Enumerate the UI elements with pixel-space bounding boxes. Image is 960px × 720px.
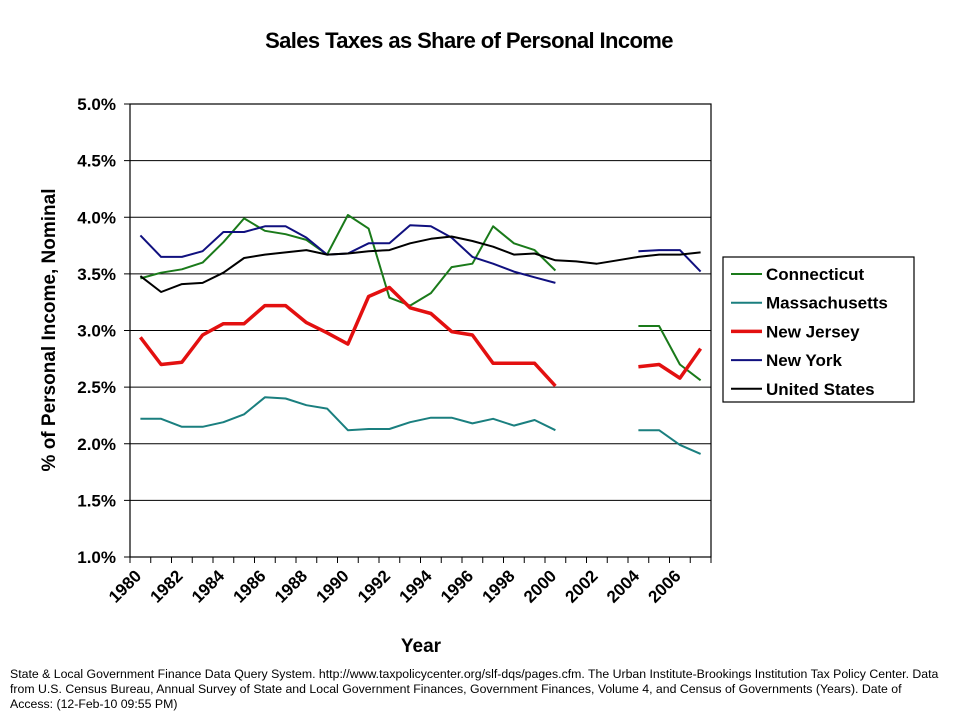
x-tick-label: 1982 — [147, 566, 187, 606]
x-tick-label: 1984 — [188, 566, 229, 607]
series-lines — [139, 214, 703, 455]
x-tick-label: 2004 — [603, 566, 644, 607]
legend-label: Massachusetts — [766, 294, 888, 313]
series-line-segment — [638, 325, 702, 382]
x-axis-ticks: 1980 1982 1984 1986 1988 1990 1992 1994 1996 1998… — [105, 557, 712, 607]
y-axis-label: % of Personal Income, Nominal — [39, 189, 60, 472]
y-axis-ticks: 1.0% 1.5% 2.0% 2.5% 3.0% 3.5% 4.0% 4.5% 5.0% — [77, 95, 130, 567]
y-tick-label: 3.0% — [77, 322, 116, 341]
x-tick-label: 1990 — [313, 566, 353, 606]
series-line-segment — [140, 396, 556, 432]
series-line-segment — [140, 214, 557, 307]
y-tick-label: 1.5% — [77, 491, 116, 510]
y-tick-label: 1.0% — [77, 548, 116, 567]
legend: Connecticut Massachusetts New Jersey New Yo… — [722, 256, 915, 403]
legend-label: New Jersey — [766, 322, 860, 341]
legend-box — [722, 256, 915, 403]
x-tick-label: 2006 — [645, 566, 685, 606]
plot-area-border — [129, 103, 712, 558]
gridlines — [130, 160, 711, 501]
x-tick-label: 1986 — [230, 566, 270, 606]
x-tick-label: 1998 — [479, 566, 519, 606]
legend-label: New York — [766, 351, 842, 370]
x-tick-label: 1994 — [396, 566, 437, 607]
series-line-segment — [139, 285, 557, 388]
y-tick-label: 4.0% — [77, 208, 116, 227]
series-connecticut — [140, 214, 702, 382]
series-new-jersey — [139, 285, 703, 388]
chart-title: Sales Taxes as Share of Personal Income — [265, 28, 673, 53]
series-line-segment — [638, 249, 702, 273]
x-tick-label: 1992 — [354, 566, 394, 606]
y-tick-label: 2.5% — [77, 378, 116, 397]
x-axis-label: Year — [401, 636, 442, 657]
x-tick-label: 2000 — [520, 566, 560, 606]
y-tick-label: 2.0% — [77, 435, 116, 454]
y-tick-label: 3.5% — [77, 265, 116, 284]
x-tick-label: 1996 — [437, 566, 477, 606]
series-line-segment — [638, 347, 703, 380]
series-line-segment — [139, 235, 701, 293]
series-united-states — [139, 235, 701, 293]
series-line-segment — [638, 429, 701, 455]
y-tick-label: 5.0% — [77, 95, 116, 114]
legend-label: United States — [766, 380, 875, 399]
legend-label: Connecticut — [766, 265, 865, 284]
source-footnote: State & Local Government Finance Data Qu… — [10, 667, 939, 711]
x-tick-label: 1980 — [105, 566, 145, 606]
x-tick-label: 1988 — [271, 566, 311, 606]
series-massachusetts — [140, 396, 701, 455]
x-tick-label: 2002 — [562, 566, 602, 606]
y-tick-label: 4.5% — [77, 152, 116, 171]
